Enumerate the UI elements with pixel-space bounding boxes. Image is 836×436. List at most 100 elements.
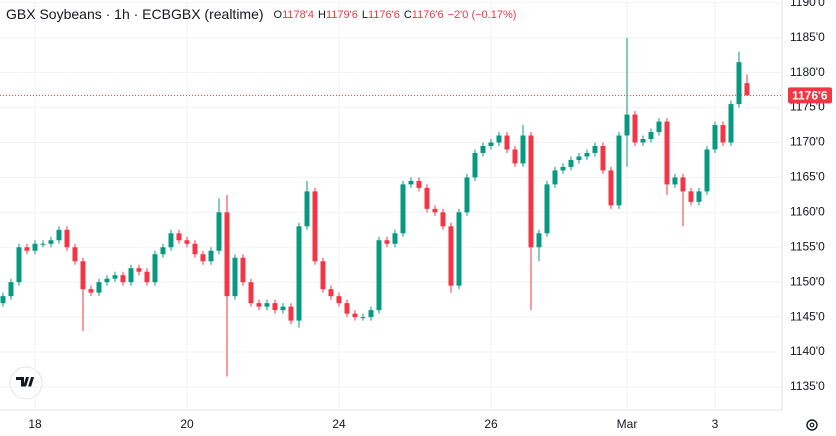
candle-body xyxy=(616,135,622,206)
candle-body xyxy=(592,145,598,153)
candle-body xyxy=(440,212,446,227)
ohlc-key: C xyxy=(404,9,412,21)
candle-body xyxy=(32,243,38,251)
settings-icon[interactable] xyxy=(806,419,818,431)
candle-body xyxy=(400,184,406,234)
candle-body xyxy=(232,257,238,297)
y-tick-label: 1180'0 xyxy=(790,65,825,79)
candle-body xyxy=(56,229,62,241)
candle-body xyxy=(696,191,702,202)
candle-body xyxy=(744,83,750,96)
last-price-tag xyxy=(788,87,832,104)
candle-body xyxy=(392,233,398,244)
candle-body xyxy=(296,226,302,321)
candle-body xyxy=(384,240,390,244)
candle-body xyxy=(72,247,78,262)
candle-body xyxy=(8,282,14,297)
candle-body xyxy=(480,145,486,153)
candle-body xyxy=(712,125,718,150)
x-tick-label: 24 xyxy=(332,417,346,431)
candle-body xyxy=(472,152,478,178)
candle-body xyxy=(664,121,670,185)
candle-body xyxy=(80,261,86,290)
candle-body xyxy=(648,132,654,139)
candle-body xyxy=(312,191,318,262)
ohlc-value: 1176'6 xyxy=(412,9,444,21)
candle-body xyxy=(608,170,614,206)
candle-body xyxy=(344,303,350,314)
title: GBX Soybeans · 1h · ECBGBX (realtime) xyxy=(6,6,264,22)
candle-body xyxy=(120,275,126,283)
candle-body xyxy=(720,125,726,143)
y-tick-label: 1170'0 xyxy=(790,135,825,149)
candle-body xyxy=(96,282,102,293)
candle-body xyxy=(680,177,686,192)
candle-body xyxy=(264,303,270,307)
candle-body xyxy=(736,62,742,105)
y-tick-label: 1160'0 xyxy=(790,205,825,219)
candle-body xyxy=(624,114,630,136)
candle-body xyxy=(288,306,294,321)
candle-body xyxy=(160,247,166,255)
candle-body xyxy=(64,229,70,248)
gear-hub xyxy=(809,422,815,428)
ohlc-value: 1176'6 xyxy=(368,9,400,21)
candle-body xyxy=(640,138,646,143)
candle-body xyxy=(304,191,310,227)
candle-body xyxy=(224,212,230,297)
chart-header: GBX Soybeans · 1h · ECBGBX (realtime) O11… xyxy=(6,6,516,22)
candle-body xyxy=(208,250,214,262)
grid xyxy=(0,0,782,410)
candle-body xyxy=(176,233,182,241)
x-tick-label: 20 xyxy=(180,417,194,431)
candle-body xyxy=(48,240,54,244)
candle-body xyxy=(600,145,606,171)
y-tick-label: 1165'0 xyxy=(790,170,825,184)
candle-body xyxy=(512,149,518,164)
candle-body xyxy=(368,310,374,318)
ohlc-key: O xyxy=(274,9,283,21)
candle-body xyxy=(0,296,6,304)
tradingview-logo[interactable] xyxy=(9,366,43,400)
x-tick-label: Mar xyxy=(617,417,638,431)
candle-body xyxy=(280,306,286,311)
candle-body xyxy=(704,149,710,192)
candle-body xyxy=(488,142,494,146)
candle-body xyxy=(320,261,326,290)
ohlc-value: 1178'4 xyxy=(282,9,314,21)
x-tick-label: 18 xyxy=(28,417,42,431)
candle-body xyxy=(728,104,734,143)
candle-body xyxy=(272,303,278,311)
candle-body xyxy=(504,135,510,150)
candle-body xyxy=(448,226,454,286)
y-tick-label: 1145'0 xyxy=(790,309,825,323)
last-price-label: 1176'6 xyxy=(792,89,828,103)
y-tick-label: 1155'0 xyxy=(790,239,825,253)
candle-body xyxy=(248,282,254,304)
candle-body xyxy=(88,289,94,293)
candle-body xyxy=(464,177,470,213)
candle-body xyxy=(216,212,222,251)
candle-body xyxy=(536,233,542,248)
candle-body xyxy=(328,289,334,297)
ohlc-key: L xyxy=(362,9,368,21)
candle-body xyxy=(112,275,118,279)
candle-body xyxy=(672,177,678,185)
candle-body xyxy=(200,254,206,262)
candle-body xyxy=(152,254,158,283)
candle-body xyxy=(144,271,150,283)
candle-body xyxy=(432,208,438,213)
logo-mark xyxy=(16,377,34,387)
candle-body xyxy=(40,243,46,245)
candle-body xyxy=(576,156,582,160)
ohlc-key: H xyxy=(318,9,326,21)
candle-body xyxy=(568,159,574,167)
candle-body xyxy=(136,268,142,272)
candle-body xyxy=(376,240,382,311)
candle-body xyxy=(496,135,502,143)
candle-body xyxy=(240,257,246,283)
candle-body xyxy=(192,243,198,255)
candle-body xyxy=(456,212,462,286)
